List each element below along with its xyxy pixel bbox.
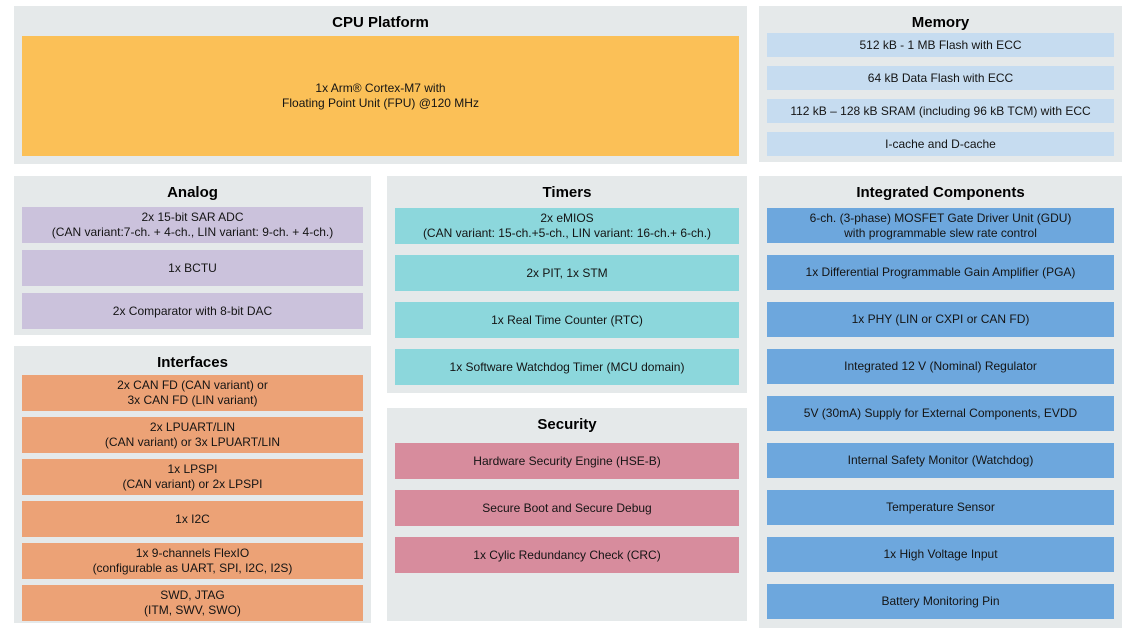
- analog-section: Analog 2x 15-bit SAR ADC (CAN variant:7-…: [14, 176, 371, 335]
- timers-row: 1x Real Time Counter (RTC): [395, 302, 739, 338]
- integrated-component-row: Battery Monitoring Pin: [767, 584, 1114, 619]
- interfaces-rows: 2x CAN FD (CAN variant) or 3x CAN FD (LI…: [14, 375, 371, 621]
- analog-row: 2x 15-bit SAR ADC (CAN variant:7-ch. + 4…: [22, 207, 363, 243]
- integrated-component-row: 1x PHY (LIN or CXPI or CAN FD): [767, 302, 1114, 337]
- security-rows: Hardware Security Engine (HSE-B) Secure …: [387, 443, 747, 573]
- timers-row: 2x PIT, 1x STM: [395, 255, 739, 291]
- memory-title: Memory: [911, 14, 970, 31]
- memory-row: 112 kB – 128 kB SRAM (including 96 kB TC…: [767, 99, 1114, 123]
- memory-row: 64 kB Data Flash with ECC: [767, 66, 1114, 90]
- interfaces-row: 1x I2C: [22, 501, 363, 537]
- interfaces-row: 1x 9-channels FlexIO (configurable as UA…: [22, 543, 363, 579]
- memory-row: 512 kB - 1 MB Flash with ECC: [767, 33, 1114, 57]
- integrated-component-row: Internal Safety Monitor (Watchdog): [767, 443, 1114, 478]
- timers-row: 2x eMIOS (CAN variant: 15-ch.+5-ch., LIN…: [395, 208, 739, 244]
- timers-rows: 2x eMIOS (CAN variant: 15-ch.+5-ch., LIN…: [387, 208, 747, 385]
- cpu-platform-title: CPU Platform: [332, 14, 429, 31]
- security-row: Secure Boot and Secure Debug: [395, 490, 739, 526]
- analog-row: 2x Comparator with 8-bit DAC: [22, 293, 363, 329]
- integrated-component-row: 1x Differential Programmable Gain Amplif…: [767, 255, 1114, 290]
- analog-title: Analog: [167, 184, 218, 201]
- cpu-platform-section: CPU Platform 1x Arm® Cortex-M7 with Floa…: [14, 6, 747, 164]
- memory-section: Memory 512 kB - 1 MB Flash with ECC 64 k…: [759, 6, 1122, 162]
- security-title: Security: [537, 416, 597, 433]
- interfaces-row: 2x LPUART/LIN (CAN variant) or 3x LPUART…: [22, 417, 363, 453]
- integrated-component-row: Integrated 12 V (Nominal) Regulator: [767, 349, 1114, 384]
- memory-rows: 512 kB - 1 MB Flash with ECC 64 kB Data …: [759, 33, 1122, 156]
- timers-section: Timers 2x eMIOS (CAN variant: 15-ch.+5-c…: [387, 176, 747, 393]
- timers-row: 1x Software Watchdog Timer (MCU domain): [395, 349, 739, 385]
- interfaces-title: Interfaces: [157, 354, 228, 371]
- interfaces-row: 1x LPSPI (CAN variant) or 2x LPSPI: [22, 459, 363, 495]
- analog-row: 1x BCTU: [22, 250, 363, 286]
- integrated-components-title: Integrated Components: [856, 184, 1025, 201]
- security-section: Security Hardware Security Engine (HSE-B…: [387, 408, 747, 621]
- integrated-components-section: Integrated Components 6-ch. (3-phase) MO…: [759, 176, 1122, 628]
- cpu-core-block: 1x Arm® Cortex-M7 with Floating Point Un…: [22, 36, 739, 156]
- interfaces-row: 2x CAN FD (CAN variant) or 3x CAN FD (LI…: [22, 375, 363, 411]
- security-row: Hardware Security Engine (HSE-B): [395, 443, 739, 479]
- integrated-component-row: Temperature Sensor: [767, 490, 1114, 525]
- memory-row: I-cache and D-cache: [767, 132, 1114, 156]
- integrated-component-row: 6-ch. (3-phase) MOSFET Gate Driver Unit …: [767, 208, 1114, 243]
- security-row: 1x Cylic Redundancy Check (CRC): [395, 537, 739, 573]
- integrated-component-row: 1x High Voltage Input: [767, 537, 1114, 572]
- analog-rows: 2x 15-bit SAR ADC (CAN variant:7-ch. + 4…: [14, 207, 371, 329]
- integrated-component-row: 5V (30mA) Supply for External Components…: [767, 396, 1114, 431]
- timers-title: Timers: [542, 184, 592, 201]
- interfaces-row: SWD, JTAG (ITM, SWV, SWO): [22, 585, 363, 621]
- integrated-components-rows: 6-ch. (3-phase) MOSFET Gate Driver Unit …: [759, 208, 1122, 619]
- interfaces-section: Interfaces 2x CAN FD (CAN variant) or 3x…: [14, 346, 371, 623]
